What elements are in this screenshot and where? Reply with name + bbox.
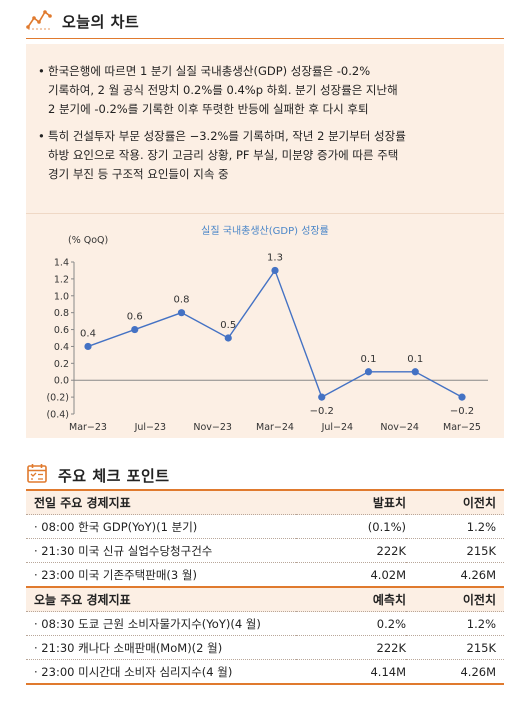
chart-title: 실질 국내총생산(GDP) 성장률 — [201, 225, 329, 237]
y-tick-label: 1.0 — [54, 291, 69, 302]
x-tick-label: Jul−23 — [134, 422, 167, 433]
table-header-cell: 이전치 — [406, 586, 504, 612]
y-tick-label: 0.2 — [54, 359, 69, 370]
section-divider — [26, 38, 504, 39]
table-cell: 1.2% — [406, 611, 504, 636]
table-header-cell: 전일 주요 경제지표 — [26, 489, 296, 515]
data-label: 0.4 — [80, 328, 96, 339]
bullet-dot: • — [38, 129, 45, 143]
table-cell: · 08:30 도쿄 근원 소비자물가지수(YoY)(4 월) — [26, 611, 296, 636]
table-cell: · 23:00 미시간대 소비자 심리지수(4 월) — [26, 659, 296, 685]
data-label: 0.8 — [174, 295, 190, 306]
data-label: −0.2 — [310, 406, 334, 417]
y-tick-label: (0.4) — [46, 410, 69, 421]
table-header-row: 전일 주요 경제지표 발표치 이전치 — [26, 489, 504, 515]
data-point — [271, 266, 279, 275]
table-cell: 4.26M — [406, 562, 504, 587]
bullet-dot: • — [38, 64, 45, 78]
table-row: · 08:00 한국 GDP(YoY)(1 분기) (0.1%) 1.2% — [26, 514, 504, 539]
table-cell: · 23:00 미국 기존주택판매(3 월) — [26, 562, 296, 587]
table-header-cell: 예측치 — [296, 586, 406, 612]
table-cell: · 08:00 한국 GDP(YoY)(1 분기) — [26, 514, 296, 539]
y-tick-label: (0.2) — [46, 393, 69, 404]
data-point — [458, 393, 466, 401]
table-cell: 4.14M — [296, 659, 406, 685]
table-row: · 21:30 캐나다 소매판매(MoM)(2 월) 222K 215K — [26, 635, 504, 660]
data-label: 0.1 — [407, 354, 423, 365]
y-tick-label: 0.6 — [54, 325, 69, 336]
table-cell: · 21:30 캐나다 소매판매(MoM)(2 월) — [26, 635, 296, 660]
table-cell: 215K — [406, 538, 504, 563]
y-tick-label: 1.2 — [54, 274, 69, 285]
x-tick-label: Nov−23 — [193, 422, 232, 433]
data-point — [364, 368, 373, 376]
y-tick-label: 0.0 — [54, 376, 69, 387]
data-label: 0.1 — [361, 354, 377, 365]
data-point — [411, 368, 419, 376]
section-header-checkpoints: 주요 체크 포인트 — [26, 462, 170, 488]
data-point — [318, 393, 326, 401]
indicator-table: 전일 주요 경제지표 발표치 이전치 · 08:00 한국 GDP(YoY)(1… — [26, 489, 504, 685]
table-row: · 21:30 미국 신규 실업수당청구건수 222K 215K — [26, 538, 504, 563]
bullet-text: 특히 건설투자 부문 성장률은 −3.2%를 기록하며, 작년 2 분기부터 성… — [48, 129, 406, 181]
line-chart-icon — [26, 8, 52, 34]
gdp-chart: 실질 국내총생산(GDP) 성장률 (% QoQ) 1.4 1.2 1.0 0.8 0.6 0… — [26, 214, 504, 438]
table-row: · 08:30 도쿄 근원 소비자물가지수(YoY)(4 월) 0.2% 1.2… — [26, 611, 504, 636]
y-tick-label: 1.4 — [54, 258, 69, 269]
calendar-check-icon — [26, 462, 48, 488]
data-point — [224, 334, 232, 342]
summary-panel: • 한국은행에 따르면 1 분기 실질 국내총생산(GDP) 성장률은 -0.2… — [26, 44, 504, 214]
table-header-cell: 이전치 — [406, 489, 504, 515]
section-header-chart: 오늘의 차트 — [26, 8, 139, 34]
table-row: · 23:00 미시간대 소비자 심리지수(4 월) 4.14M 4.26M — [26, 659, 504, 685]
x-tick-label: Mar−24 — [256, 422, 294, 433]
table-cell: 222K — [296, 635, 406, 660]
y-axis-label: (% QoQ) — [68, 235, 108, 246]
table-header-cell: 발표치 — [296, 489, 406, 515]
table-cell: 215K — [406, 635, 504, 660]
data-label: 0.5 — [220, 320, 236, 331]
table-cell: 1.2% — [406, 514, 504, 539]
x-tick-label: Mar−25 — [443, 422, 481, 433]
data-label: 1.3 — [267, 252, 283, 263]
series-line — [87, 268, 463, 399]
x-tick-label: Mar−23 — [69, 422, 107, 433]
table-header-row: 오늘 주요 경제지표 예측치 이전치 — [26, 586, 504, 612]
table-cell: 4.26M — [406, 659, 504, 685]
table-cell: (0.1%) — [296, 514, 406, 539]
section-title: 오늘의 차트 — [62, 12, 140, 31]
table-cell: 4.02M — [296, 562, 406, 587]
data-point — [84, 342, 92, 351]
table-cell: 0.2% — [296, 611, 406, 636]
table-cell: 222K — [296, 538, 406, 563]
y-tick-label: 0.8 — [54, 308, 69, 319]
section-title: 주요 체크 포인트 — [58, 466, 170, 485]
bullet-item: • 특히 건설투자 부문 성장률은 −3.2%를 기록하며, 작년 2 분기부터… — [38, 127, 490, 184]
bullet-text: 한국은행에 따르면 1 분기 실질 국내총생산(GDP) 성장률은 -0.2% … — [48, 64, 398, 116]
bullet-item: • 한국은행에 따르면 1 분기 실질 국내총생산(GDP) 성장률은 -0.2… — [38, 62, 490, 119]
table-row: · 23:00 미국 기존주택판매(3 월) 4.02M 4.26M — [26, 562, 504, 587]
x-tick-label: Nov−24 — [380, 422, 419, 433]
table-cell: · 21:30 미국 신규 실업수당청구건수 — [26, 538, 296, 563]
data-label: −0.2 — [450, 406, 474, 417]
data-point — [131, 325, 139, 334]
data-point — [177, 309, 186, 317]
table-header-cell: 오늘 주요 경제지표 — [26, 586, 296, 612]
y-tick-label: 0.4 — [54, 342, 69, 353]
x-tick-label: Jul−24 — [321, 422, 354, 433]
data-label: 0.6 — [127, 312, 143, 323]
gdp-chart-svg: 실질 국내총생산(GDP) 성장률 (% QoQ) 1.4 1.2 1.0 0.8 0.6 0… — [46, 225, 488, 433]
